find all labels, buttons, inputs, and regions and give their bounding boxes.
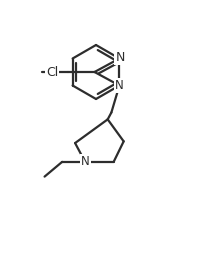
Text: N: N — [81, 155, 89, 168]
Text: N: N — [115, 79, 124, 92]
Text: Cl: Cl — [46, 66, 58, 79]
Text: N: N — [116, 51, 125, 64]
